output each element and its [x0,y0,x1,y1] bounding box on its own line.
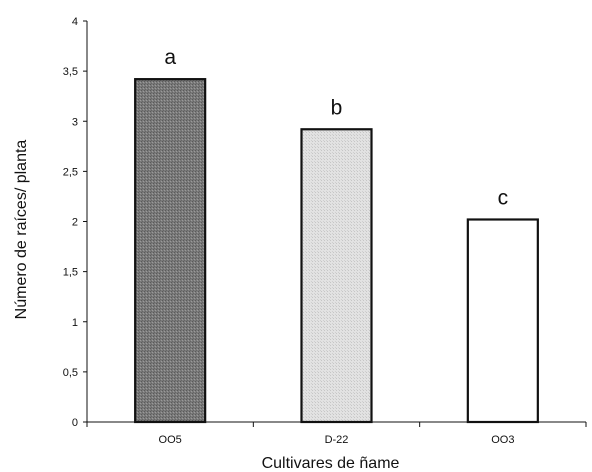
x-axis-title: Cultivares de ñame [262,455,400,472]
y-axis-title: Número de raíces/ planta [13,140,30,320]
x-tick-label: OO3 [491,434,514,446]
bars: OO5 a D-22 b OO3 c [134,46,539,446]
y-tick-label: 3,5 [63,66,78,78]
significance-letter: b [331,96,343,119]
y-axis: 0 0,5 1 1,5 2 2,5 3 3,5 4 [63,16,88,429]
y-tick-label: 1,5 [63,267,78,279]
y-tick-label: 2 [72,217,78,229]
y-tick-label: 4 [72,16,78,28]
significance-letter: a [164,46,176,69]
bar-oo3 [466,218,539,424]
bar-d-22 [300,128,373,424]
y-tick-label: 0 [72,417,78,429]
y-tick-label: 3 [72,116,78,128]
y-tick-label: 2,5 [63,166,78,178]
bar-oo5 [134,78,207,424]
x-tick-label: D-22 [325,434,349,446]
x-tick-label: OO5 [159,434,182,446]
y-tick-label: 1 [72,317,78,329]
significance-letter: c [498,186,509,209]
y-tick-label: 0,5 [63,367,78,379]
